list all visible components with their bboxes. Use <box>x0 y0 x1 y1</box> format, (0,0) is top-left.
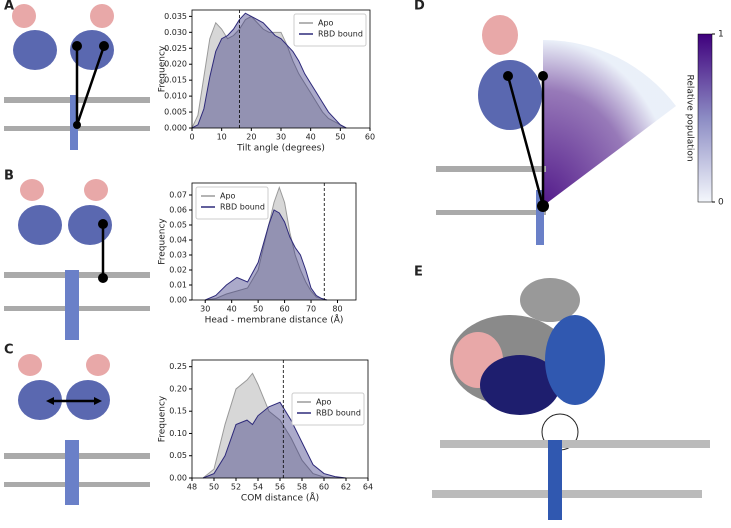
colorbar-tick-label: 0 <box>718 198 724 208</box>
y-axis-label: Frequency <box>158 395 168 442</box>
legend-box <box>293 13 367 47</box>
y-tick-label: 0.020 <box>164 60 187 69</box>
legend-label: Apo <box>316 398 332 407</box>
x-tick-label: 40 <box>306 133 316 142</box>
y-axis-label: Frequency <box>158 45 168 92</box>
x-tick-label: 54 <box>253 483 263 492</box>
area-fill <box>192 13 347 129</box>
legend-label: Apo <box>220 192 236 201</box>
legend-label: RBD bound <box>220 203 265 212</box>
plot-frame <box>191 182 357 301</box>
x-axis-label: Head - membrane distance (Å) <box>205 314 344 326</box>
x-tick-label: 56 <box>275 483 285 492</box>
density-line <box>202 372 346 479</box>
panel-label: E <box>414 265 423 280</box>
y-tick-label: 0.07 <box>169 191 187 200</box>
colorbar <box>697 33 713 203</box>
density-line <box>191 12 347 129</box>
y-tick-label: 0.010 <box>164 92 187 101</box>
x-tick-label: 58 <box>297 483 307 492</box>
y-tick-label: 0.10 <box>169 429 187 438</box>
legend-label: RBD bound <box>316 409 361 418</box>
x-tick-label: 60 <box>279 305 289 314</box>
legend-label: RBD bound <box>318 30 363 39</box>
area-fill <box>205 210 327 300</box>
y-tick-label: 0.25 <box>169 362 187 371</box>
x-tick-label: 50 <box>335 133 345 142</box>
x-tick-label: 50 <box>253 305 263 314</box>
y-tick-label: 0.00 <box>169 296 187 305</box>
x-tick-label: 10 <box>217 133 227 142</box>
legend-label: Apo <box>318 19 334 28</box>
x-tick-label: 30 <box>276 133 286 142</box>
x-tick-label: 64 <box>363 483 373 492</box>
molecule-e <box>432 278 710 520</box>
legend-box <box>195 186 269 220</box>
y-tick-label: 0.025 <box>164 44 187 53</box>
density-line <box>205 185 328 301</box>
area-fill <box>205 187 327 300</box>
colorbar-label: Relative population <box>685 74 695 161</box>
panel-label: C <box>4 343 14 358</box>
y-tick-label: 0.05 <box>169 221 187 230</box>
legend-box <box>291 392 365 426</box>
y-tick-label: 0.02 <box>169 266 187 275</box>
x-tick-label: 50 <box>209 483 219 492</box>
y-axis-label: Frequency <box>158 218 168 265</box>
x-axis-label: COM distance (Å) <box>241 492 319 504</box>
x-tick-label: 20 <box>246 133 256 142</box>
x-tick-label: 70 <box>306 305 316 314</box>
panel-label: A <box>4 0 14 14</box>
x-tick-label: 80 <box>332 305 342 314</box>
panel-label: D <box>414 0 425 14</box>
y-tick-label: 0.00 <box>169 474 187 483</box>
x-axis-label: Tilt angle (degrees) <box>236 144 325 154</box>
molecule-d <box>436 15 676 245</box>
area-fill <box>203 373 346 478</box>
y-tick-label: 0.20 <box>169 384 187 393</box>
density-line <box>202 401 347 479</box>
molecule-a <box>4 4 150 150</box>
colorbar-tick-label: 1 <box>718 30 724 40</box>
x-tick-label: 60 <box>319 483 329 492</box>
x-tick-label: 52 <box>231 483 241 492</box>
density-line <box>205 209 328 301</box>
x-tick-label: 40 <box>227 305 237 314</box>
x-tick-label: 48 <box>187 483 197 492</box>
y-tick-label: 0.06 <box>169 206 187 215</box>
y-tick-label: 0.15 <box>169 407 187 416</box>
panel-label: B <box>4 169 14 184</box>
x-tick-label: 30 <box>200 305 210 314</box>
y-tick-label: 0.030 <box>164 28 187 37</box>
y-tick-label: 0.04 <box>169 236 187 245</box>
y-tick-label: 0.005 <box>164 108 187 117</box>
molecule-c <box>4 354 150 505</box>
y-tick-label: 0.035 <box>164 12 187 21</box>
density-line <box>191 15 347 129</box>
y-tick-label: 0.03 <box>169 251 187 260</box>
y-tick-label: 0.05 <box>169 451 187 460</box>
x-tick-label: 62 <box>341 483 351 492</box>
x-tick-label: 0 <box>189 133 194 142</box>
x-tick-label: 60 <box>365 133 375 142</box>
molecule-b <box>4 179 150 340</box>
y-tick-label: 0.01 <box>169 281 187 290</box>
y-tick-label: 0.015 <box>164 76 187 85</box>
y-tick-label: 0.000 <box>164 124 187 133</box>
area-fill <box>192 16 347 128</box>
